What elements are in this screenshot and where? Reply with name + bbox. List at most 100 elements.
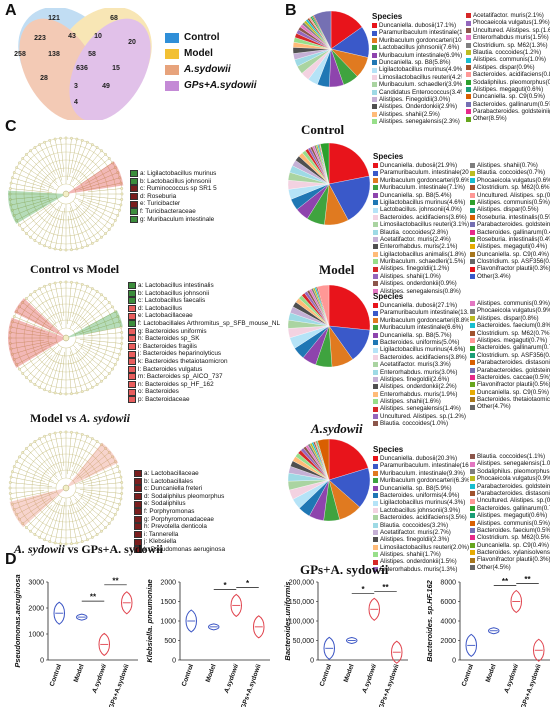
pie-b-legend-left: Species Duncaniella. dubosii(17.1%) Paramu… — [372, 12, 462, 125]
cladogram-legend-swatch — [130, 185, 138, 193]
cladogram-legend-swatch — [128, 350, 136, 358]
legend-label: Duncaniella. sp. B8(5.8%) — [379, 58, 451, 66]
legend-label: Paramuribaculum intestinale(15.1%) — [379, 29, 462, 37]
species-legend-item: Enterorhabdus. muris(1.3%) — [373, 566, 469, 573]
species-legend-item: Muribaculum gordoncarteri(9.6%) — [373, 177, 469, 184]
violin-shape — [185, 609, 197, 633]
legend-swatch — [372, 37, 377, 43]
species-legend-item: Duncaniella. sp. C9(0.5%) — [470, 389, 550, 396]
x-tick-label: A.sydowii — [91, 663, 108, 695]
venn-legend-item: Model — [165, 46, 257, 62]
violin-shape — [76, 613, 88, 621]
cladogram-2-title-pre: Model vs — [30, 411, 80, 425]
species-legend-item: Duncaniella. dubosii(17.1%) — [372, 22, 462, 29]
significance-label: ** — [112, 576, 119, 585]
legend-swatch — [470, 367, 475, 373]
cladogram-legend-item: p: Bacteroidaceae — [128, 396, 280, 404]
x-tick-label: Model — [343, 663, 356, 683]
cladogram-legend-label: b: Lactobacillus johnsonii — [138, 289, 210, 297]
cladogram-legend-swatch — [128, 305, 136, 313]
legend-label: Muribaculum. schaedleri(1.5%) — [380, 258, 466, 266]
legend-swatch — [373, 170, 378, 176]
species-legend-item: Phocaeicola vulgatus(0.9%) — [470, 475, 550, 482]
legend-label: Clostridium. sp. M62(1.3%) — [473, 41, 548, 49]
species-legend-item: Roseburia. intestinalis(0.5%) — [470, 214, 550, 221]
cladogram-legend-item: e: Sodaliphilus — [134, 500, 225, 508]
species-legend-item: Limosilactobacillus reuteri(2.0%) — [373, 544, 469, 551]
cladogram-legend-label: b: Lactobacillus johnsonii — [140, 177, 212, 185]
cladogram-legend-swatch — [130, 200, 138, 208]
y-tick-label: 1000 — [160, 619, 176, 626]
legend-swatch — [373, 163, 378, 169]
pie-slice — [328, 284, 371, 331]
x-tick-label: Control — [461, 663, 476, 687]
legend-label: Uncultured. Alistipes. sp.(0.7%) — [477, 497, 550, 505]
species-legend-item: Alistipes. shahii(1.0%) — [373, 273, 469, 280]
legend-label: Bacteroides. gallinarum(0.5%) — [473, 100, 550, 108]
species-legend-item: Flavonifractor plautii(0.5%) — [470, 381, 550, 388]
y-tick-label: 0 — [452, 658, 456, 665]
legend-swatch — [373, 470, 378, 476]
cladogram-legend-label: a: Ligilactobacillus murinus — [140, 170, 217, 177]
cladogram-legend-item: g: Muribaculum intestinale — [130, 216, 217, 224]
legend-label: Other(4.7%) — [477, 403, 511, 411]
species-legend-item: Duncaniella. sp. B8(5.7%) — [373, 332, 469, 339]
legend-label: Acetatifactor. muris(2.7%) — [380, 528, 451, 536]
legend-label: Bacteroides. faecium(0.8%) — [477, 322, 550, 330]
species-legend-item: Clostridium. sp. M62(0.6%) — [470, 184, 550, 191]
cladogram-legend-label: m: Bacteroides sp_AICO_737 — [138, 373, 223, 381]
species-legend-item: Duncaniella. dubosii(27.1%) — [373, 302, 469, 309]
legend-swatch — [373, 185, 378, 191]
legend-label: Parabacteroides. distasonis(0.6%) — [477, 359, 550, 367]
legend-label: Clostridium. sp. M62(0.5%) — [477, 534, 550, 542]
legend-label: Bacteroides. caccae(0.5%) — [477, 373, 550, 381]
legend-swatch — [470, 177, 475, 183]
legend-swatch — [470, 498, 475, 504]
legend-swatch — [466, 79, 471, 85]
violin-shape — [53, 601, 65, 625]
legend-swatch — [470, 491, 475, 497]
species-legend-item: Roseburia. intestinalis(0.4%) — [470, 236, 550, 243]
legend-swatch — [373, 377, 378, 383]
pie-slice — [320, 142, 330, 185]
legend-label: Alistipes. megaguti(0.6%) — [477, 512, 548, 520]
species-legend-item: Enterorhabdus. muris(1.9%) — [373, 391, 469, 398]
species-legend-item: Muribaculum. intestinale(9.3%) — [373, 470, 469, 477]
legend-swatch — [373, 414, 378, 420]
legend-swatch — [373, 463, 378, 469]
cladogram-legend-swatch — [128, 327, 136, 335]
x-tick-label: Model — [205, 663, 218, 683]
pie-title-asydowii: A.sydowii — [311, 421, 363, 436]
legend-swatch — [470, 222, 475, 228]
legend-swatch — [466, 87, 471, 93]
y-tick-label: 1500 — [160, 599, 176, 606]
species-legend-item: Alistipes. shahii(1.7%) — [373, 551, 469, 558]
y-axis-label: Bacteroides.uniformis — [283, 581, 292, 660]
venn-legend-item: A.sydowii — [165, 62, 257, 78]
cladogram-legend-swatch — [128, 320, 136, 328]
legend-swatch — [470, 382, 475, 388]
species-legend-item: Bacteroides. caccae(0.5%) — [470, 374, 550, 381]
y-tick-label: 6000 — [440, 599, 456, 606]
cladogram-legend-item: d: Lactobacillus — [128, 305, 280, 313]
legend-swatch — [373, 317, 378, 323]
legend-label: Blautia. coccoides(3.2%) — [380, 521, 449, 529]
venn-count: 68 — [110, 15, 118, 22]
species-legend-item: Parabacteroides. distasonis(0.6%) — [470, 359, 550, 366]
legend-swatch — [466, 20, 471, 26]
cladogram-legend-item: i: Bacteroides fragilis — [128, 343, 280, 351]
cladogram-legend-item: b: Lactobacillus johnsonii — [130, 178, 217, 186]
cladogram-legend-swatch — [134, 493, 142, 501]
species-legend-item: Alistipes. onderdonkii(1.5%) — [373, 558, 469, 565]
legend-swatch — [373, 456, 378, 462]
species-legend-item: Duncaniella. sp. B8(5.4%) — [373, 192, 469, 199]
species-legend-item: Limosilactobacillus reuteri(4.2%) — [372, 74, 462, 81]
legend-label: Muribaculum gordoncarteri(8.8%) — [380, 316, 469, 324]
legend-swatch — [470, 237, 475, 243]
legend-swatch — [373, 567, 378, 573]
y-tick-label: 200,000 — [289, 580, 314, 587]
legend-label: Paramuribaculum. intestinale(20.3%) — [380, 169, 469, 177]
legend-swatch — [470, 338, 475, 344]
species-legend-item: Duncaniella. sp. C9(0.4%) — [470, 542, 550, 549]
pie-asyd-legend-left: Species Duncaniella. dubosii(27.1%) Paramu… — [373, 292, 469, 428]
